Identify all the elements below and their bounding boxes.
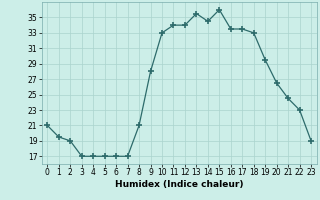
X-axis label: Humidex (Indice chaleur): Humidex (Indice chaleur) [115,180,244,189]
